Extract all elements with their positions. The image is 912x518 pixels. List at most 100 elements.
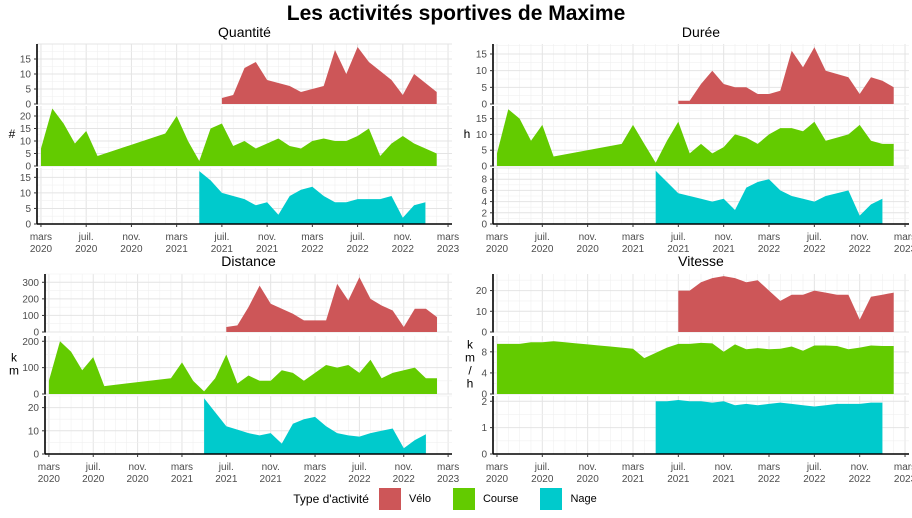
x-tick-label: juil. 2022: [348, 462, 371, 485]
legend: Type d'activité Vélo Course Nage: [0, 488, 912, 510]
y-tick-label: 4: [481, 368, 487, 379]
x-tick-label: juil. 2021: [215, 462, 238, 485]
x-tick-label: nov. 2021: [260, 462, 283, 485]
x-tick-label: nov. 2020: [126, 462, 149, 485]
area-quantite-nage: [199, 171, 426, 224]
x-tick-label: nov. 2021: [256, 232, 279, 255]
area-distance-nage: [204, 398, 426, 454]
y-tick-label: 8: [481, 175, 487, 186]
facet-title-duree: Durée: [682, 24, 720, 40]
x-tick-label: nov. 2022: [393, 462, 416, 485]
x-tick-label: nov. 2022: [849, 232, 872, 255]
y-tick-label: 15: [20, 124, 32, 135]
panel-distance-velo: 0 100 200 300: [22, 273, 452, 339]
x-tick-label: juil. 2022: [346, 232, 369, 255]
x-tick-label: mars 2020: [30, 232, 53, 255]
x-tick-label: nov. 2020: [577, 232, 600, 255]
panel-distance-nage: 0 10 20: [28, 395, 452, 461]
x-tick-label: mars 2021: [166, 232, 189, 255]
legend-label-velo: Vélo: [408, 493, 431, 505]
x-tick-label: mars 2022: [301, 232, 324, 255]
y-tick-label: 1: [481, 423, 487, 434]
y-axis-label-quantite: #: [9, 127, 16, 141]
x-tick-label: nov. 2022: [849, 462, 872, 485]
x-tick-label: juil. 2022: [803, 462, 826, 485]
x-tick-label: juil. 2021: [667, 462, 690, 485]
legend-label-nage: Nage: [570, 493, 597, 505]
y-tick-label: 0: [481, 450, 487, 461]
panel-quantite-nage: 0 5 10 15: [20, 168, 452, 231]
panel-quantite-velo: 0 5 10 15: [20, 43, 452, 111]
x-tick-label: nov. 2021: [713, 462, 736, 485]
y-tick-label: 6: [481, 186, 487, 197]
y-tick-label: 5: [481, 146, 487, 157]
x-tick-label: juil. 2020: [82, 462, 105, 485]
y-tick-label: 5: [25, 149, 31, 160]
area-distance-course: [48, 341, 438, 394]
y-tick-label: 5: [25, 204, 31, 215]
x-tick-label: mars 2020: [38, 462, 61, 485]
y-tick-label: 0: [481, 390, 487, 401]
y-tick-label: 20: [20, 112, 32, 123]
area-vitesse-nage: [655, 400, 883, 454]
x-tick-label: mars 2020: [486, 462, 509, 485]
x-tick-label: mars 2021: [622, 232, 645, 255]
y-tick-label: 0: [33, 390, 39, 401]
y-tick-label: 0: [25, 162, 31, 173]
legend-item-course: Course: [452, 488, 518, 510]
y-tick-label: 5: [481, 83, 487, 94]
panel-distance-course: 0 100 200: [22, 336, 452, 401]
x-tick-label: mars 2021: [622, 462, 645, 485]
legend-item-nage: Nage: [540, 488, 597, 510]
y-tick-label: 100: [22, 311, 39, 322]
x-tick-label: juil. 2021: [211, 232, 234, 255]
panel-vitesse-nage: 0 1 2: [481, 396, 909, 461]
y-tick-label: 4: [481, 197, 487, 208]
area-vitesse-velo: [678, 276, 894, 332]
y-tick-label: 0: [481, 220, 487, 231]
facet-title-vitesse: Vitesse: [678, 253, 724, 269]
y-tick-label: 0: [25, 100, 31, 111]
y-tick-label: 0: [481, 162, 487, 173]
x-tick-label: mars 2020: [486, 232, 509, 255]
y-tick-label: 10: [28, 426, 40, 437]
y-tick-label: 10: [476, 66, 488, 77]
y-tick-label: 0: [481, 328, 487, 339]
y-tick-label: 15: [476, 114, 488, 125]
facet-title-distance: Distance: [221, 253, 276, 269]
x-tick-label: mars 2022: [304, 462, 327, 485]
x-tick-label: juil. 2020: [531, 462, 554, 485]
area-quantite-course: [41, 108, 437, 166]
y-axis-label-vitesse: k m / h: [465, 338, 475, 391]
legend-swatch-course: [452, 488, 475, 510]
x-tick-label: mars 2022: [758, 232, 781, 255]
y-tick-label: 100: [22, 363, 39, 374]
y-tick-label: 0: [33, 450, 39, 461]
legend-item-velo: Vélo: [378, 488, 431, 510]
y-tick-label: 10: [20, 70, 32, 81]
area-duree-nage: [655, 170, 883, 224]
y-tick-label: 15: [20, 173, 32, 184]
legend-title: Type d'activité: [293, 492, 369, 506]
y-tick-label: 0: [481, 100, 487, 111]
y-tick-label: 200: [22, 337, 39, 348]
y-tick-label: 200: [22, 294, 39, 305]
y-tick-label: 0: [25, 220, 31, 231]
x-tick-label: juil. 2020: [531, 232, 554, 255]
panel-duree-velo: 0 5 10 15: [476, 44, 909, 111]
y-tick-label: 15: [476, 50, 488, 61]
y-tick-label: 0: [33, 328, 39, 339]
y-tick-label: 5: [25, 85, 31, 96]
x-tick-label: juil. 2020: [75, 232, 98, 255]
y-tick-label: 15: [20, 55, 32, 66]
x-tick-label: mars 2021: [171, 462, 194, 485]
panel-duree-course: 0 5 10 15: [476, 106, 909, 173]
